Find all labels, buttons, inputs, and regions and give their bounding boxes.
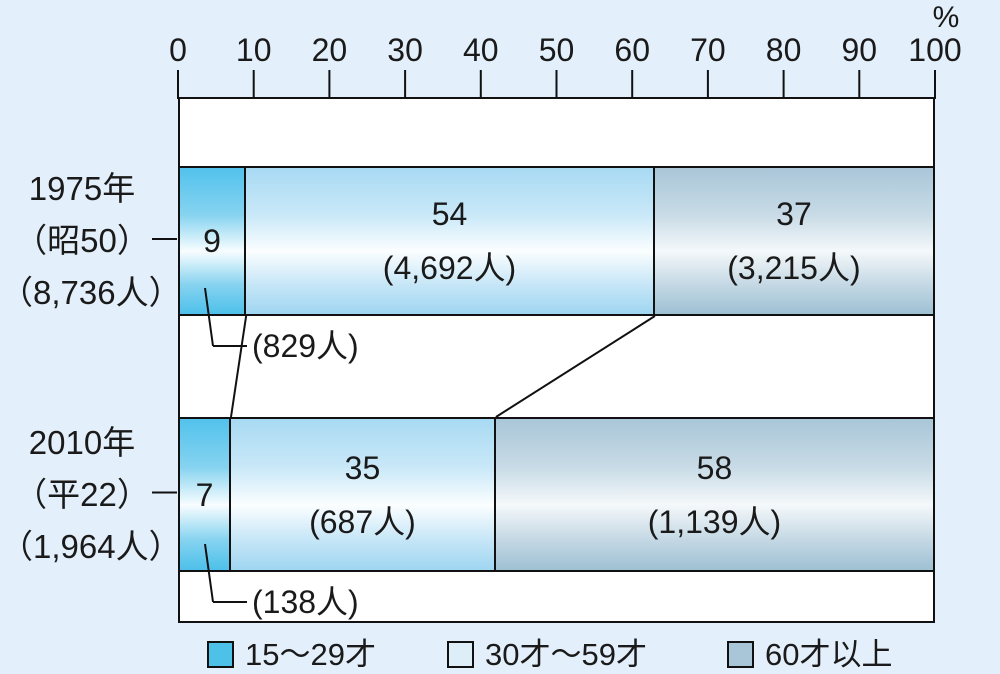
bar-segment: 58 (1,139人) bbox=[493, 417, 935, 572]
segment-count-label: (1,139人) bbox=[647, 503, 782, 540]
legend-swatch bbox=[727, 641, 754, 668]
legend-item: 60才以上 bbox=[727, 639, 892, 670]
bar-segment: 7 bbox=[178, 417, 231, 572]
x-axis-tick-label: 60 bbox=[614, 32, 650, 68]
row-label-line: （昭50） bbox=[14, 222, 150, 259]
segment-count-label: (3,215人) bbox=[727, 250, 861, 286]
bar-segment: 54 (4,692人) bbox=[244, 166, 655, 316]
segment-value-label: 58 bbox=[696, 449, 733, 486]
row-label: 1975年 （昭50） （8,736人） bbox=[0, 163, 182, 319]
bar-segment: 35 (687人) bbox=[228, 417, 496, 572]
x-axis-tick-label: 20 bbox=[311, 32, 348, 68]
axis-unit-label: % bbox=[932, 1, 960, 34]
row-label-line: 1975年 bbox=[28, 170, 136, 207]
legend-label: 60才以上 bbox=[765, 637, 893, 672]
x-axis-tick-label: 0 bbox=[169, 32, 187, 68]
callout-count-label: (138人) bbox=[252, 584, 359, 620]
callout-count-label: (829人) bbox=[252, 328, 359, 364]
legend-item: 15〜29才 bbox=[207, 639, 376, 670]
row-label: 2010年 （平22） （1,964人） bbox=[0, 417, 182, 573]
row-label-line: （8,736人） bbox=[0, 274, 182, 311]
x-axis-tick-label: 30 bbox=[387, 32, 423, 68]
bar-segment: 9 bbox=[178, 166, 247, 316]
legend-label: 30才〜59才 bbox=[485, 637, 647, 672]
legend-label: 15〜29才 bbox=[245, 637, 376, 672]
row-label-line: （1,964人） bbox=[0, 527, 182, 565]
segment-value-label: 37 bbox=[776, 196, 812, 232]
segment-value-label: 54 bbox=[431, 196, 468, 232]
segment-value-label: 7 bbox=[195, 476, 214, 513]
x-axis-tick-label: 70 bbox=[690, 32, 726, 68]
legend-swatch bbox=[207, 641, 234, 668]
x-axis-tick-label: 40 bbox=[463, 32, 499, 68]
segment-value-label: 35 bbox=[344, 449, 381, 486]
x-axis-tick-label: 50 bbox=[538, 32, 575, 68]
x-axis-tick-label: 100 bbox=[908, 32, 962, 68]
x-axis-tick-label: 10 bbox=[235, 32, 272, 68]
legend-swatch bbox=[447, 641, 474, 668]
segment-value-label: 9 bbox=[203, 223, 221, 259]
legend-item: 30才〜59才 bbox=[447, 639, 647, 670]
x-axis-tick-label: 90 bbox=[841, 32, 878, 68]
segment-count-label: (687人) bbox=[309, 503, 416, 540]
bar-segment: 37 (3,215人) bbox=[652, 166, 935, 316]
segment-count-label: (4,692人) bbox=[382, 250, 517, 286]
row-label-line: 2010年 bbox=[28, 423, 136, 461]
row-label-line: （平22） bbox=[14, 475, 150, 513]
x-axis-tick-label: 80 bbox=[765, 32, 802, 68]
